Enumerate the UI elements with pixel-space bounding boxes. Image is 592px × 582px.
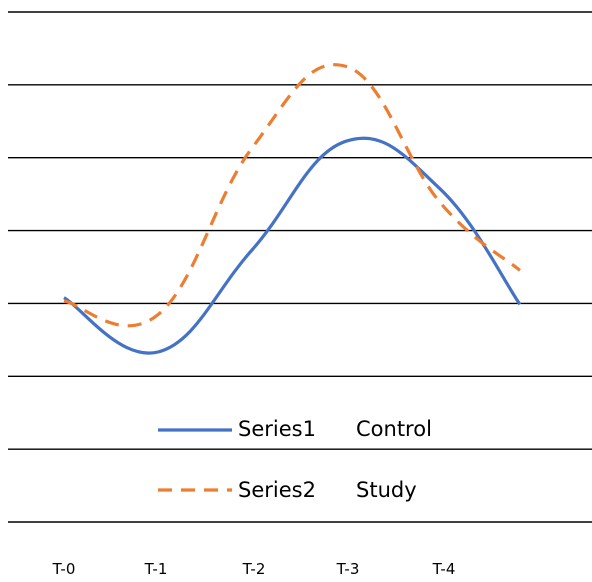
legend: Series1 Control Series2 Study (158, 417, 432, 502)
x-tick-label-3: T-3 (336, 560, 360, 578)
x-tick-label-0: T-0 (52, 560, 76, 578)
series-line-control (63, 136, 522, 355)
series-line-study (63, 63, 521, 328)
x-tick-label-1: T-1 (144, 560, 168, 578)
x-axis-tick-labels: T-0 T-1 T-2 T-3 T-4 (52, 560, 456, 578)
series-layer (63, 63, 522, 355)
x-tick-label-4: T-4 (432, 560, 456, 578)
legend-name-series1: Series1 (238, 417, 316, 441)
legend-name-series2: Series2 (238, 478, 316, 502)
gridlines (8, 11, 592, 523)
x-tick-label-2: T-2 (242, 560, 266, 578)
legend-label-study: Study (356, 478, 417, 502)
legend-label-control: Control (356, 417, 432, 441)
